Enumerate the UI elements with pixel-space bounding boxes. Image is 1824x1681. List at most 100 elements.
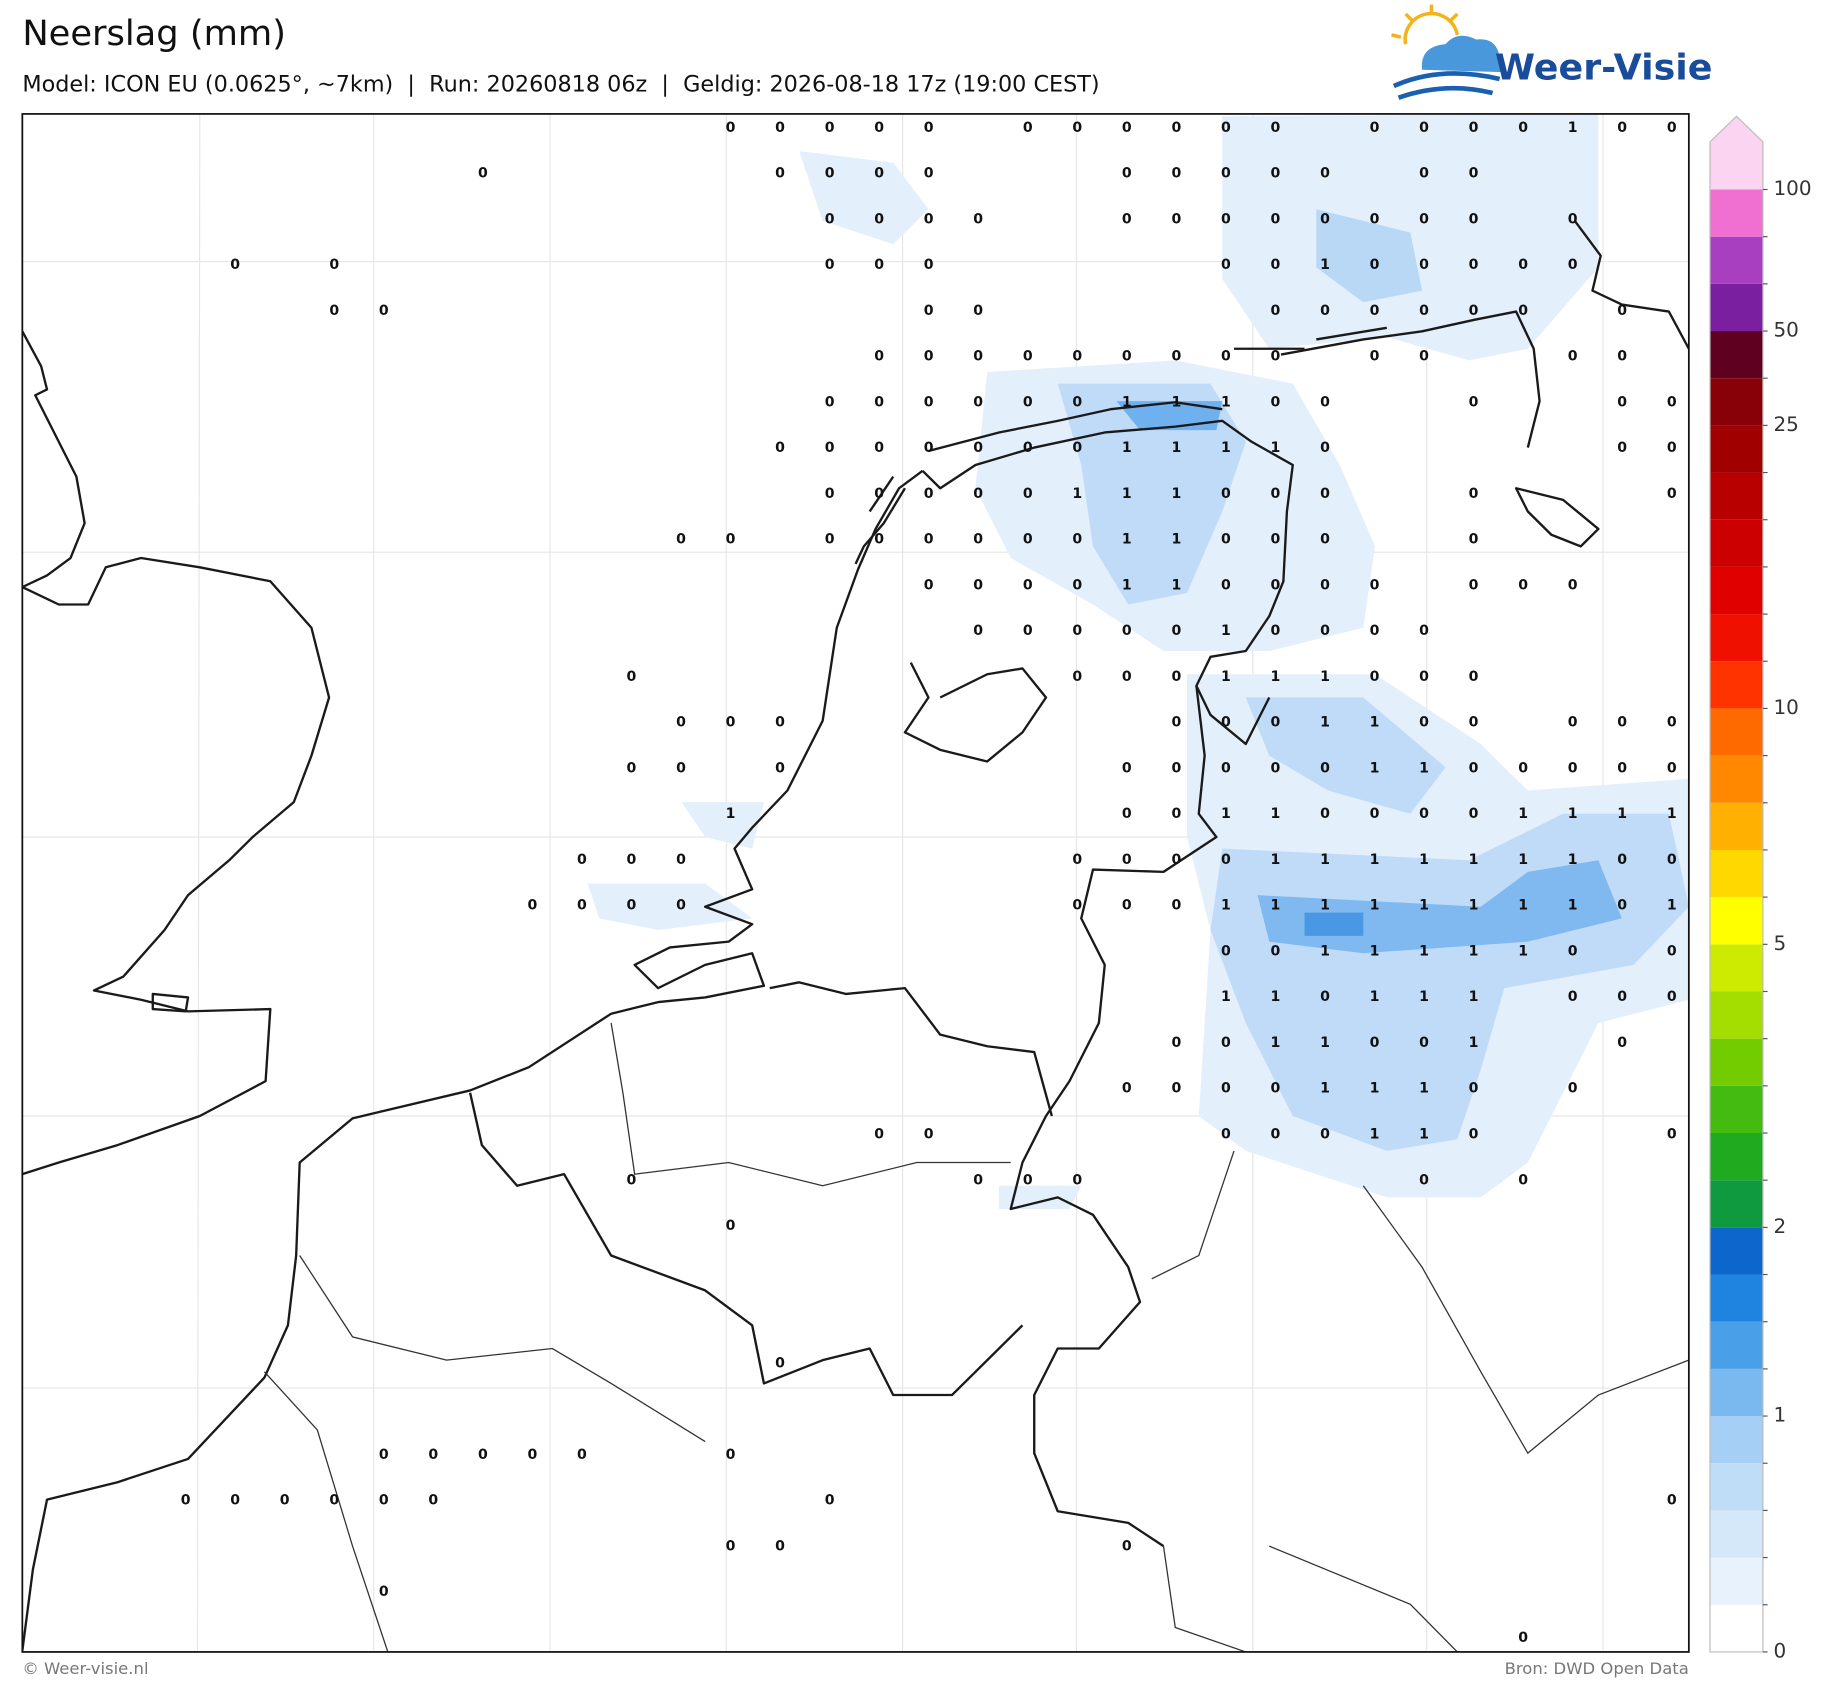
precip-label: 1 [1667, 898, 1677, 914]
precip-label: 0 [1221, 532, 1231, 548]
colorbar-band [1710, 708, 1763, 756]
precip-label: 0 [428, 1447, 438, 1463]
precip-label: 0 [1023, 486, 1033, 502]
precip-label: 0 [527, 898, 537, 914]
precip-label: 0 [1469, 532, 1479, 548]
precip-label: 0 [1023, 120, 1033, 136]
precip-label: 0 [1023, 1172, 1033, 1188]
precip-label: 0 [1617, 1035, 1627, 1051]
precip-label: 0 [1419, 120, 1429, 136]
borders [263, 685, 1689, 1652]
colorbar-band [1710, 1274, 1763, 1322]
precip-label: 0 [676, 761, 686, 777]
precip-label: 0 [1667, 1493, 1677, 1509]
precip-label: 1 [1271, 1035, 1281, 1051]
precip-label: 0 [1171, 349, 1181, 365]
precip-label: 1 [1419, 898, 1429, 914]
precip-label: 0 [973, 303, 983, 319]
precip-label: 1 [1370, 989, 1380, 1005]
precip-label: 1 [1469, 898, 1479, 914]
precip-label: 0 [627, 852, 637, 868]
precip-label: 0 [1271, 623, 1281, 639]
precip-label: 0 [775, 715, 785, 731]
precip-label: 0 [924, 120, 934, 136]
precip-label: 0 [676, 532, 686, 548]
precip-label: 0 [1370, 1035, 1380, 1051]
colorbar-band [1710, 1180, 1763, 1228]
precip-label: 0 [1667, 486, 1677, 502]
precip-label: 0 [1023, 532, 1033, 548]
precip-label: 0 [1221, 349, 1231, 365]
precip-label: 0 [1320, 166, 1330, 182]
precip-label: 0 [1122, 120, 1132, 136]
precip-label: 0 [1072, 852, 1082, 868]
precip-label: 0 [1419, 303, 1429, 319]
colorbar-band [1710, 1557, 1763, 1605]
precip-label: 0 [577, 898, 587, 914]
precip-label: 0 [1271, 715, 1281, 731]
precip-label: 1 [1667, 806, 1677, 822]
precip-label: 1 [1171, 394, 1181, 410]
precip-label: 0 [1072, 669, 1082, 685]
colorbar-label: 25 [1773, 413, 1798, 436]
precip-label: 1 [1221, 989, 1231, 1005]
precip-label: 0 [973, 394, 983, 410]
precip-label: 0 [1469, 166, 1479, 182]
precip-label: 0 [726, 120, 736, 136]
precip-label: 0 [973, 349, 983, 365]
precip-label: 0 [627, 1172, 637, 1188]
footer-source: Bron: DWD Open Data [1505, 1659, 1689, 1678]
precip-label: 0 [924, 1127, 934, 1143]
precip-label: 0 [1221, 761, 1231, 777]
colorbar-band [1710, 1321, 1763, 1369]
precip-label: 0 [1171, 761, 1181, 777]
precip-label: 0 [1419, 211, 1429, 227]
precip-label: 0 [1221, 1127, 1231, 1143]
colorbar-band [1710, 283, 1763, 332]
precip-label: 1 [1122, 577, 1132, 593]
precip-label: 1 [1122, 486, 1132, 502]
precip-label: 0 [577, 1447, 587, 1463]
precip-label: 0 [1419, 623, 1429, 639]
precip-label: 0 [825, 257, 835, 273]
precip-label: 0 [1072, 623, 1082, 639]
precip-label: 0 [973, 211, 983, 227]
precip-label: 0 [924, 532, 934, 548]
precip-label: 0 [1221, 211, 1231, 227]
precip-label: 0 [1568, 944, 1578, 960]
precip-label: 1 [1271, 806, 1281, 822]
precip-label: 0 [825, 1493, 835, 1509]
precip-label: 0 [1370, 303, 1380, 319]
precip-label: 1 [1370, 761, 1380, 777]
precip-label: 0 [874, 440, 884, 456]
precip-label: 1 [1221, 669, 1231, 685]
precip-label: 0 [1469, 303, 1479, 319]
precip-label: 0 [874, 166, 884, 182]
precip-label: 0 [1271, 1127, 1281, 1143]
precip-label: 1 [1320, 1081, 1330, 1097]
precip-label: 0 [1469, 577, 1479, 593]
colorbar-band [1710, 472, 1763, 520]
colorbar-band [1710, 802, 1763, 850]
colorbar-band [1710, 378, 1763, 426]
precip-label: 0 [627, 669, 637, 685]
precip-label: 0 [280, 1493, 290, 1509]
precip-label: 0 [1518, 120, 1528, 136]
precip-label: 0 [230, 1493, 240, 1509]
precip-label: 0 [1320, 761, 1330, 777]
precip-label: 0 [1518, 1630, 1528, 1646]
precip-label: 0 [1171, 120, 1181, 136]
precip-label: 1 [1320, 944, 1330, 960]
precip-label: 1 [1370, 1127, 1380, 1143]
colorbar-label: 100 [1773, 177, 1811, 200]
precip-label: 0 [1072, 394, 1082, 410]
precip-label: 1 [1320, 898, 1330, 914]
precip-label: 0 [1320, 394, 1330, 410]
precip-label: 0 [1171, 1035, 1181, 1051]
precip-label: 1 [1370, 944, 1380, 960]
title: Neerslag (mm) [22, 13, 286, 54]
precip-label: 0 [775, 1538, 785, 1554]
precip-label: 0 [1469, 120, 1479, 136]
precip-label: 1 [1122, 440, 1132, 456]
precip-label: 0 [775, 1355, 785, 1371]
